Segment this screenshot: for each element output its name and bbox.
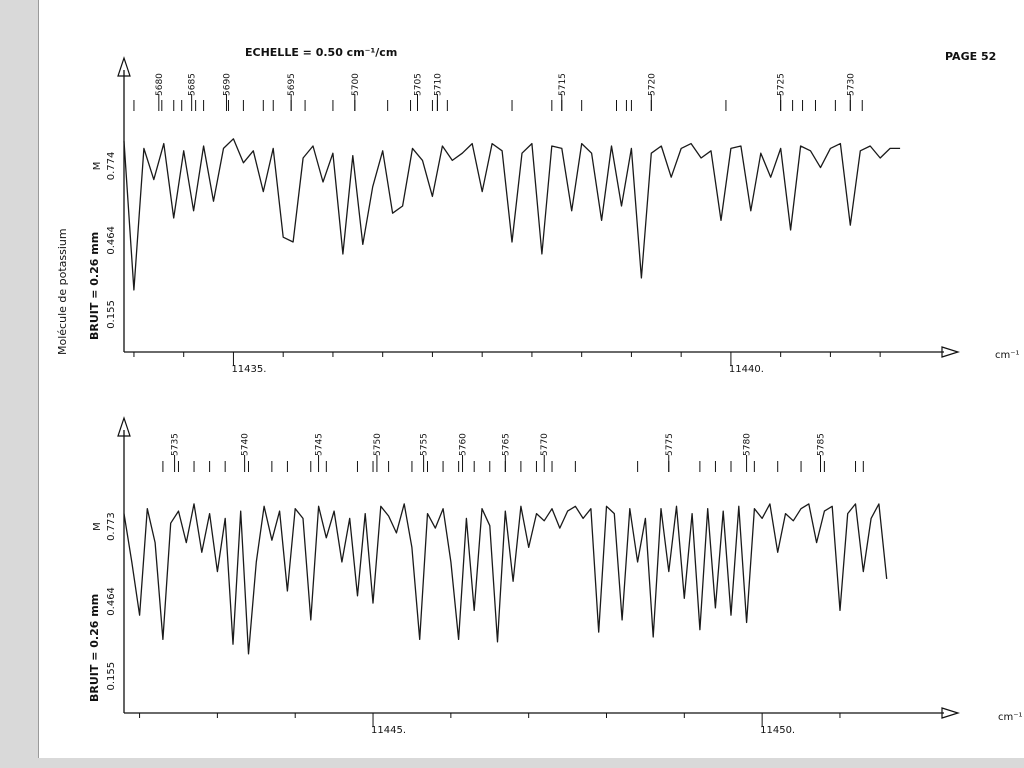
y-tick-label: 0.155 — [106, 662, 117, 691]
spectrum-panel-2: cm⁻¹ 11445. 11450. 0.155 0.464 0.773 BRUIT = 0… — [88, 416, 1023, 736]
noise-note: BRUIT = 0.26 mm — [88, 594, 101, 702]
line-number-label: 5685 — [188, 73, 198, 96]
x-tick-label: 11450. — [760, 725, 795, 736]
y-axis-arrow — [117, 416, 131, 437]
y-axis-arrow — [117, 56, 131, 77]
page-label: PAGE 52 — [945, 50, 996, 63]
line-number-label: 5780 — [743, 433, 753, 456]
line-number-label: 5755 — [420, 433, 430, 456]
line-number-label: 5715 — [558, 73, 568, 96]
x-tick-label: 11435. — [231, 364, 266, 375]
noise-note: BRUIT = 0.26 mm — [88, 232, 101, 340]
line-number-label: 5700 — [351, 73, 361, 96]
spectrum-page — [38, 0, 1024, 758]
spectrum-panels: cm⁻¹ 11435. 11440. 0.155 0.464 0.774 BRUIT = 0… — [88, 56, 1023, 736]
line-number-label: 5705 — [414, 73, 424, 96]
x-tick-label: 11440. — [729, 364, 764, 375]
line-number-label: 5745 — [315, 433, 325, 456]
line-number-label: 5735 — [171, 433, 181, 456]
y-tick-label: 0.464 — [106, 226, 117, 255]
scale-marker: M — [92, 162, 103, 171]
x-axis-arrow — [941, 346, 961, 358]
line-number-label: 5680 — [155, 73, 165, 96]
x-axis-arrow — [941, 707, 961, 719]
spectrum-trace — [123, 138, 901, 291]
spectrum-panel-1: cm⁻¹ 11435. 11440. 0.155 0.464 0.774 BRUIT = 0… — [88, 56, 1020, 375]
x-tick-label: 11445. — [371, 725, 406, 736]
line-number-label: 5750 — [373, 433, 383, 456]
line-number-label: 5785 — [817, 433, 827, 456]
line-number-label: 5765 — [501, 433, 511, 456]
line-number-label: 5740 — [241, 433, 251, 456]
line-number-label: 5730 — [846, 73, 856, 96]
y-tick-label: 0.464 — [106, 587, 117, 616]
y-tick-label: 0.155 — [106, 300, 117, 329]
line-number-label: 5710 — [433, 73, 443, 96]
x-axis-label: cm⁻¹ — [998, 712, 1023, 723]
scale-label: ECHELLE = 0.50 cm⁻¹/cm — [245, 46, 397, 59]
line-number-label: 5725 — [777, 73, 787, 96]
line-number-label: 5775 — [665, 433, 675, 456]
spectrum-trace — [123, 503, 888, 655]
line-number-label: 5695 — [287, 73, 297, 96]
line-number-label: 5720 — [647, 73, 657, 96]
molecule-label: Molécule de potassium — [56, 228, 69, 355]
line-number-label: 5760 — [459, 433, 469, 456]
y-tick-label: 0.773 — [106, 512, 117, 541]
line-number-label: 5770 — [540, 433, 550, 456]
line-number-label: 5690 — [222, 73, 232, 96]
x-axis-label: cm⁻¹ — [995, 350, 1020, 361]
y-tick-label: 0.774 — [106, 152, 117, 181]
scale-marker: M — [92, 522, 103, 531]
